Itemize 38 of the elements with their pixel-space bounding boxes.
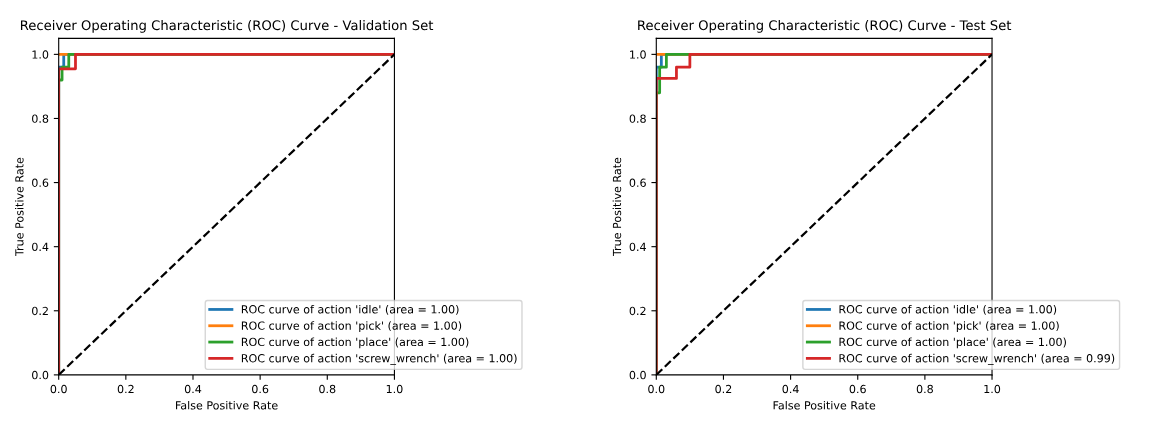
y-tick-label: 1.0 <box>630 50 646 59</box>
y-tick-label: 0.6 <box>32 178 49 187</box>
x-tick-label: 0.0 <box>50 384 67 394</box>
y-axis-title: True Positive Rate <box>15 157 24 257</box>
x-axis-title: False Positive Rate <box>176 400 278 410</box>
x-tick-label: 0.6 <box>849 384 866 394</box>
x-tick-label: 0.4 <box>184 384 202 394</box>
x-tick-label: 0.0 <box>648 384 665 394</box>
y-tick-label: 1.0 <box>32 50 49 59</box>
y-tick-label: 0.6 <box>629 178 646 187</box>
y-tick-label: 0.2 <box>32 306 48 316</box>
x-tick-label: 1.0 <box>386 384 403 394</box>
x-tick-label: 1.0 <box>984 384 1001 394</box>
chart-title: Receiver Operating Characteristic (ROC) Curve - Test Set <box>638 19 1012 33</box>
x-axis-title: False Positive Rate <box>773 400 876 410</box>
y-tick-label: 0.4 <box>32 242 49 252</box>
y-tick-label: 0.2 <box>629 306 646 316</box>
y-tick-label: 0.4 <box>629 242 646 252</box>
x-tick-label: 0.4 <box>782 384 799 394</box>
y-tick-label: 0.8 <box>32 114 49 123</box>
legend-label: ROC curve of action 'place' (area = 1.00) <box>241 337 469 349</box>
x-tick-label: 0.8 <box>916 384 933 394</box>
legend-label: ROC curve of action 'idle' (area = 1.00) <box>241 304 459 315</box>
x-tick-label: 0.2 <box>715 384 732 394</box>
legend-label: ROC curve of action 'place' (area = 1.00) <box>839 337 1066 349</box>
y-tick-label: 0.0 <box>629 370 646 380</box>
legend-label: ROC curve of action 'screw_wrench' (area = 1.00) <box>241 353 517 365</box>
y-axis-title: True Positive Rate <box>612 157 622 257</box>
chart-title: Receiver Operating Characteristic (ROC) Curve - Validation Set <box>20 19 434 33</box>
y-tick-label: 0.0 <box>32 370 49 380</box>
x-tick-label: 0.6 <box>252 384 269 394</box>
legend-label: ROC curve of action 'pick' (area = 1.00) <box>241 321 462 332</box>
legend-label: ROC curve of action 'idle' (area = 1.00) <box>839 304 1057 315</box>
legend-label: ROC curve of action 'screw_wrench' (area = 0.99) <box>839 353 1115 365</box>
x-tick-label: 0.8 <box>319 384 336 394</box>
y-tick-label: 0.8 <box>629 114 646 123</box>
x-tick-label: 0.2 <box>117 384 134 394</box>
legend-label: ROC curve of action 'pick' (area = 1.00) <box>839 321 1059 332</box>
